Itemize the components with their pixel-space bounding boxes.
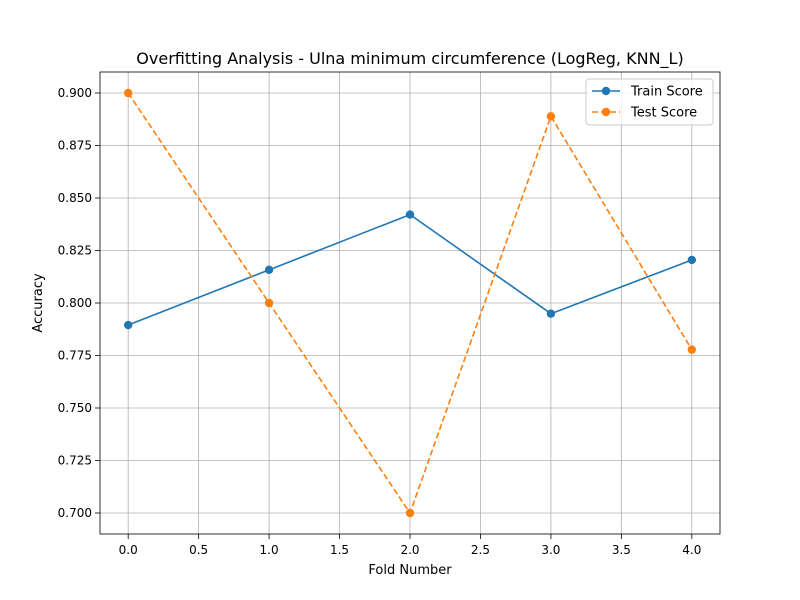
series-layer (123, 88, 697, 518)
train-score-point (123, 320, 133, 330)
test-score-point (687, 345, 697, 354)
x-tick-label: 1.0 (260, 543, 279, 557)
test-score-point (546, 112, 556, 121)
test-score-point (264, 298, 274, 308)
y-tick-label: 0.750 (58, 401, 92, 415)
legend: Train Score Test Score (585, 78, 714, 126)
x-tick-label: 4.0 (682, 543, 701, 557)
y-tick-label: 0.800 (58, 296, 92, 310)
y-tick-label: 0.850 (58, 191, 92, 205)
x-tick-label: 3.5 (612, 543, 631, 557)
y-tick-label: 0.875 (58, 139, 92, 153)
x-tick-label: 0.5 (189, 543, 208, 557)
train-score-point (405, 210, 415, 219)
y-axis: 0.700 0.725 0.750 0.775 0.800 0.825 0.850 0.875… (58, 86, 100, 520)
test-score-point (123, 88, 133, 98)
chart-title: Overfitting Analysis - Ulna minimum circ… (136, 49, 683, 69)
y-tick-label: 0.775 (58, 349, 92, 363)
legend-train-score-label: Train Score (630, 85, 703, 100)
y-axis-label: Accuracy (31, 273, 46, 333)
train-score-point (687, 255, 697, 265)
train-score-point (546, 309, 556, 318)
x-tick-label: 0.0 (119, 543, 138, 557)
legend-train-score-marker (601, 86, 611, 96)
test-score-point (405, 508, 415, 518)
legend-test-score-label: Test Score (630, 106, 697, 121)
y-tick-label: 0.825 (58, 244, 92, 258)
y-tick-label: 0.900 (58, 86, 92, 100)
x-tick-label: 3.0 (541, 543, 560, 557)
x-axis-label: Fold Number (368, 563, 452, 578)
y-tick-label: 0.725 (58, 454, 92, 468)
train-score-point (264, 265, 274, 275)
x-tick-label: 2.5 (471, 543, 490, 557)
x-tick-label: 2.0 (400, 543, 419, 557)
x-axis: 0.0 0.5 1.0 1.5 2.0 2.5 3.0 3.5 4.0 (119, 534, 701, 557)
legend-test-score-marker (601, 107, 611, 117)
x-tick-label: 1.5 (330, 543, 349, 557)
y-tick-label: 0.700 (58, 506, 92, 520)
grid (100, 72, 720, 534)
